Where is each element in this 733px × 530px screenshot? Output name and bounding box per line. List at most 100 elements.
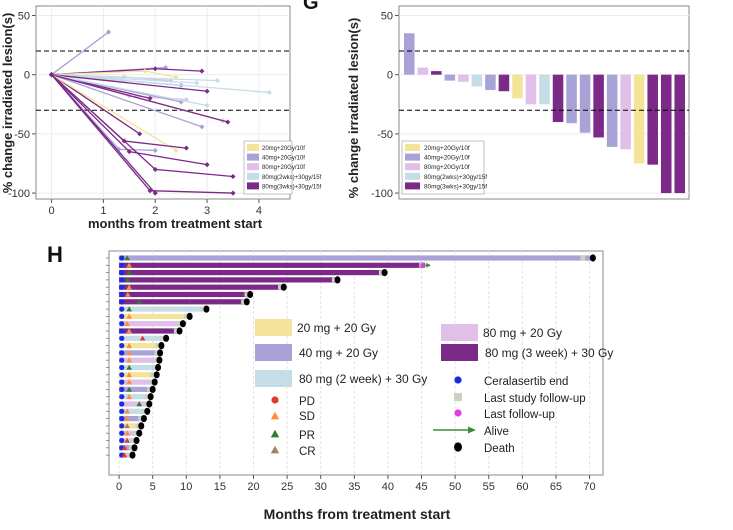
spider-x-tick-label: 3 [204,205,210,217]
ceralasertib-end-marker [119,437,125,444]
ceralasertib-end-marker [119,394,125,400]
response-marker-sd [124,430,130,436]
response-marker-pd [121,452,128,458]
swimmer-legend-label: 80 mg + 20 Gy [483,326,562,340]
waterfall-ylabel: % change irradiated lesion(s) [346,18,361,199]
legend-alive-arrow-head [468,426,476,434]
waterfall-legend-label: 80mg(2wks)+30gy/15f [424,174,487,181]
waterfall-bar [606,74,618,147]
spider-point [106,29,112,35]
response-marker-sd [124,415,130,421]
spider-legend-label: 80mg(2wks)+30gy/15f [262,175,322,181]
death-marker [158,342,165,350]
swimmer-bar [119,364,159,371]
ceralasertib-end-marker [119,386,125,392]
waterfall-bar [417,67,429,75]
waterfall-bar [431,71,442,75]
swimmer-bar [119,386,153,392]
legend-death-marker [454,442,462,452]
swimmer-bar [119,408,148,414]
swimmer-legend-swatch [255,344,292,361]
swimmer-x-tick-label: 25 [281,481,293,493]
swimmer-legend-swatch [255,370,292,387]
waterfall-legend-label: 80mg(3wks)+30gy/15f [424,183,487,190]
death-marker [176,327,183,335]
spider-point [214,78,220,84]
spider-point [147,95,153,101]
death-marker [138,422,145,430]
spider-legend-label: 80mg(3wks)+30gy/15f [262,184,322,190]
legend-sd-marker [270,411,280,420]
spider-point [126,149,132,155]
waterfall-bar [620,74,631,150]
swimmer-x-tick-label: 30 [315,481,327,493]
alive-arrow-head [426,262,431,268]
swimmer-x-tick-label: 40 [382,481,394,493]
swimmer-plot: 0 5 10 15 20 25 30 35 40 45 50 55 60 65 70 Months from… [106,250,613,522]
last-study-followup-marker [200,306,206,312]
waterfall-bar [579,74,591,133]
ceralasertib-end-marker [119,262,125,268]
response-marker-sd [125,291,131,297]
spider-series-line [51,74,208,92]
ceralasertib-end-marker [119,379,125,385]
response-marker-pd [139,335,146,341]
death-marker [153,371,160,379]
swimmer-legend-label: 20 mg + 20 Gy [297,321,376,335]
swimmer-x-tick-label: 20 [247,481,259,493]
ceralasertib-end-marker [119,423,125,429]
response-marker-pr [125,277,131,283]
waterfall-y-tick-label: 50 [381,10,393,22]
spider-plot-frame [35,5,291,200]
waterfall-bar [552,74,564,123]
waterfall-y-tick-label: -100 [371,188,393,200]
swimmer-bar [119,291,251,298]
waterfall-bar [647,74,658,165]
swimmer-bar [119,372,157,378]
ceralasertib-end-marker [119,328,125,334]
spider-series [49,29,272,196]
spider-point [183,145,189,151]
waterfall-legend-swatch [405,182,420,190]
waterfall-bar [525,74,537,105]
waterfall-bar [633,74,645,164]
death-marker [131,444,138,452]
swimmer-legend-label: 40 mg + 20 Gy [299,346,378,360]
swimmer-legend-swatch [255,319,292,336]
waterfall-bar [485,74,496,91]
last-study-followup-marker [152,365,158,370]
ceralasertib-end-marker [119,321,125,327]
death-marker [247,290,254,299]
waterfall-bar [512,74,523,99]
swimmer-x-tick-label: 5 [150,481,156,493]
swimmer-bar [119,416,144,422]
response-marker-pd [121,445,128,451]
death-marker [156,356,163,364]
last-study-followup-marker [183,314,189,319]
spider-series-line [51,74,270,94]
spider-point [137,131,143,137]
panel-letter-g: G [303,0,319,14]
spider-point [199,124,205,130]
response-marker-pd [124,437,130,443]
last-study-followup-marker [177,321,182,326]
waterfall-bar [458,74,469,82]
spider-plot: 0 1 2 3 4 50 0 -50 -100 % change irradiated lesi… [0,5,322,231]
swimmer-bar [119,394,151,400]
spider-legend-label: 80mg+20Gy/10f [262,165,305,171]
ceralasertib-end-marker [119,299,125,305]
last-study-followup-marker [173,328,179,334]
spider-point [152,147,158,153]
waterfall-bar [539,74,550,105]
response-marker-pr [126,269,132,275]
waterfall-bar [444,74,456,81]
ceralasertib-end-marker [119,430,125,436]
spider-series-line [51,31,109,76]
last-study-followup-marker [278,284,283,290]
swimmer-x-tick-label: 60 [516,481,528,493]
last-study-followup-marker [153,357,159,363]
response-marker-cr [124,423,130,429]
last-study-followup-marker [135,423,141,429]
swimmer-x-tick-label: 15 [214,481,226,493]
swimmer-bar [119,350,161,356]
